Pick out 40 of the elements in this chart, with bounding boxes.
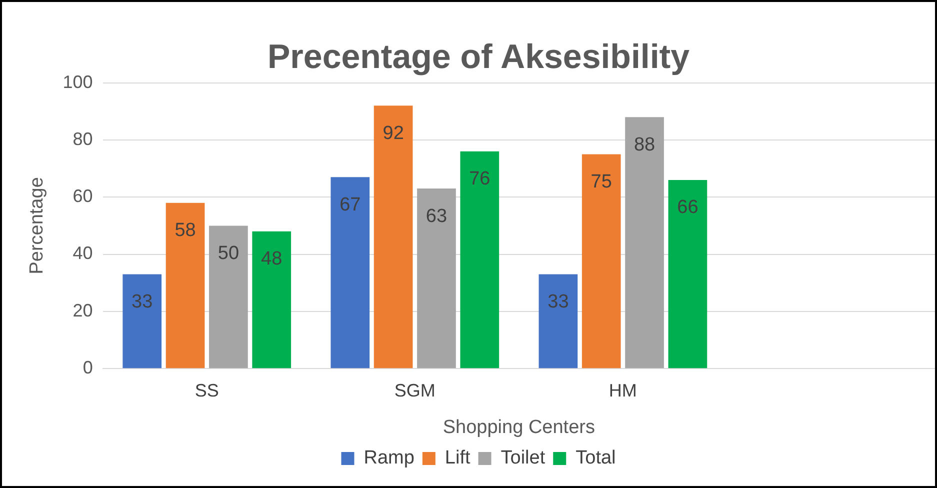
y-tick-label: 0	[82, 358, 93, 378]
y-tick-label: 20	[72, 300, 93, 320]
legend-label: Ramp	[364, 448, 414, 469]
y-tick-label: 100	[62, 72, 93, 92]
data-label: 63	[426, 206, 448, 227]
data-label: 92	[382, 122, 404, 144]
bar	[538, 274, 578, 368]
data-label: 88	[634, 134, 656, 156]
bar	[209, 226, 248, 368]
bar	[582, 154, 621, 368]
legend-label: Lift	[444, 448, 471, 469]
x-tick-label: SS	[194, 380, 219, 400]
y-tick-label: 60	[72, 186, 93, 206]
data-label: 50	[218, 242, 240, 264]
y-axis-title: Percentage	[26, 177, 48, 274]
legend-label: Total	[576, 448, 616, 469]
bar	[460, 151, 500, 368]
data-label: 76	[469, 168, 490, 190]
bar	[166, 202, 205, 368]
data-label: 67	[340, 194, 361, 216]
y-tick-label: 80	[72, 128, 93, 149]
data-label: 33	[548, 292, 569, 313]
bar	[330, 177, 370, 368]
bar	[417, 188, 456, 368]
data-label: 58	[174, 220, 196, 242]
bar	[668, 180, 708, 368]
x-tick-label: HM	[608, 380, 637, 400]
x-axis-title: Shopping Centers	[442, 416, 595, 438]
x-tick-label: SGM	[394, 380, 436, 400]
legend-label: Toilet	[500, 448, 546, 469]
data-label: 33	[132, 292, 153, 313]
bar	[374, 106, 413, 368]
y-tick-label: 40	[72, 243, 93, 264]
bar	[252, 231, 292, 368]
data-label: 66	[677, 197, 698, 218]
data-label: 48	[261, 248, 282, 270]
chart-title: Precentage of Aksesibility	[267, 38, 690, 76]
data-label: 75	[590, 171, 612, 192]
bar	[625, 117, 664, 368]
bar	[122, 274, 162, 368]
